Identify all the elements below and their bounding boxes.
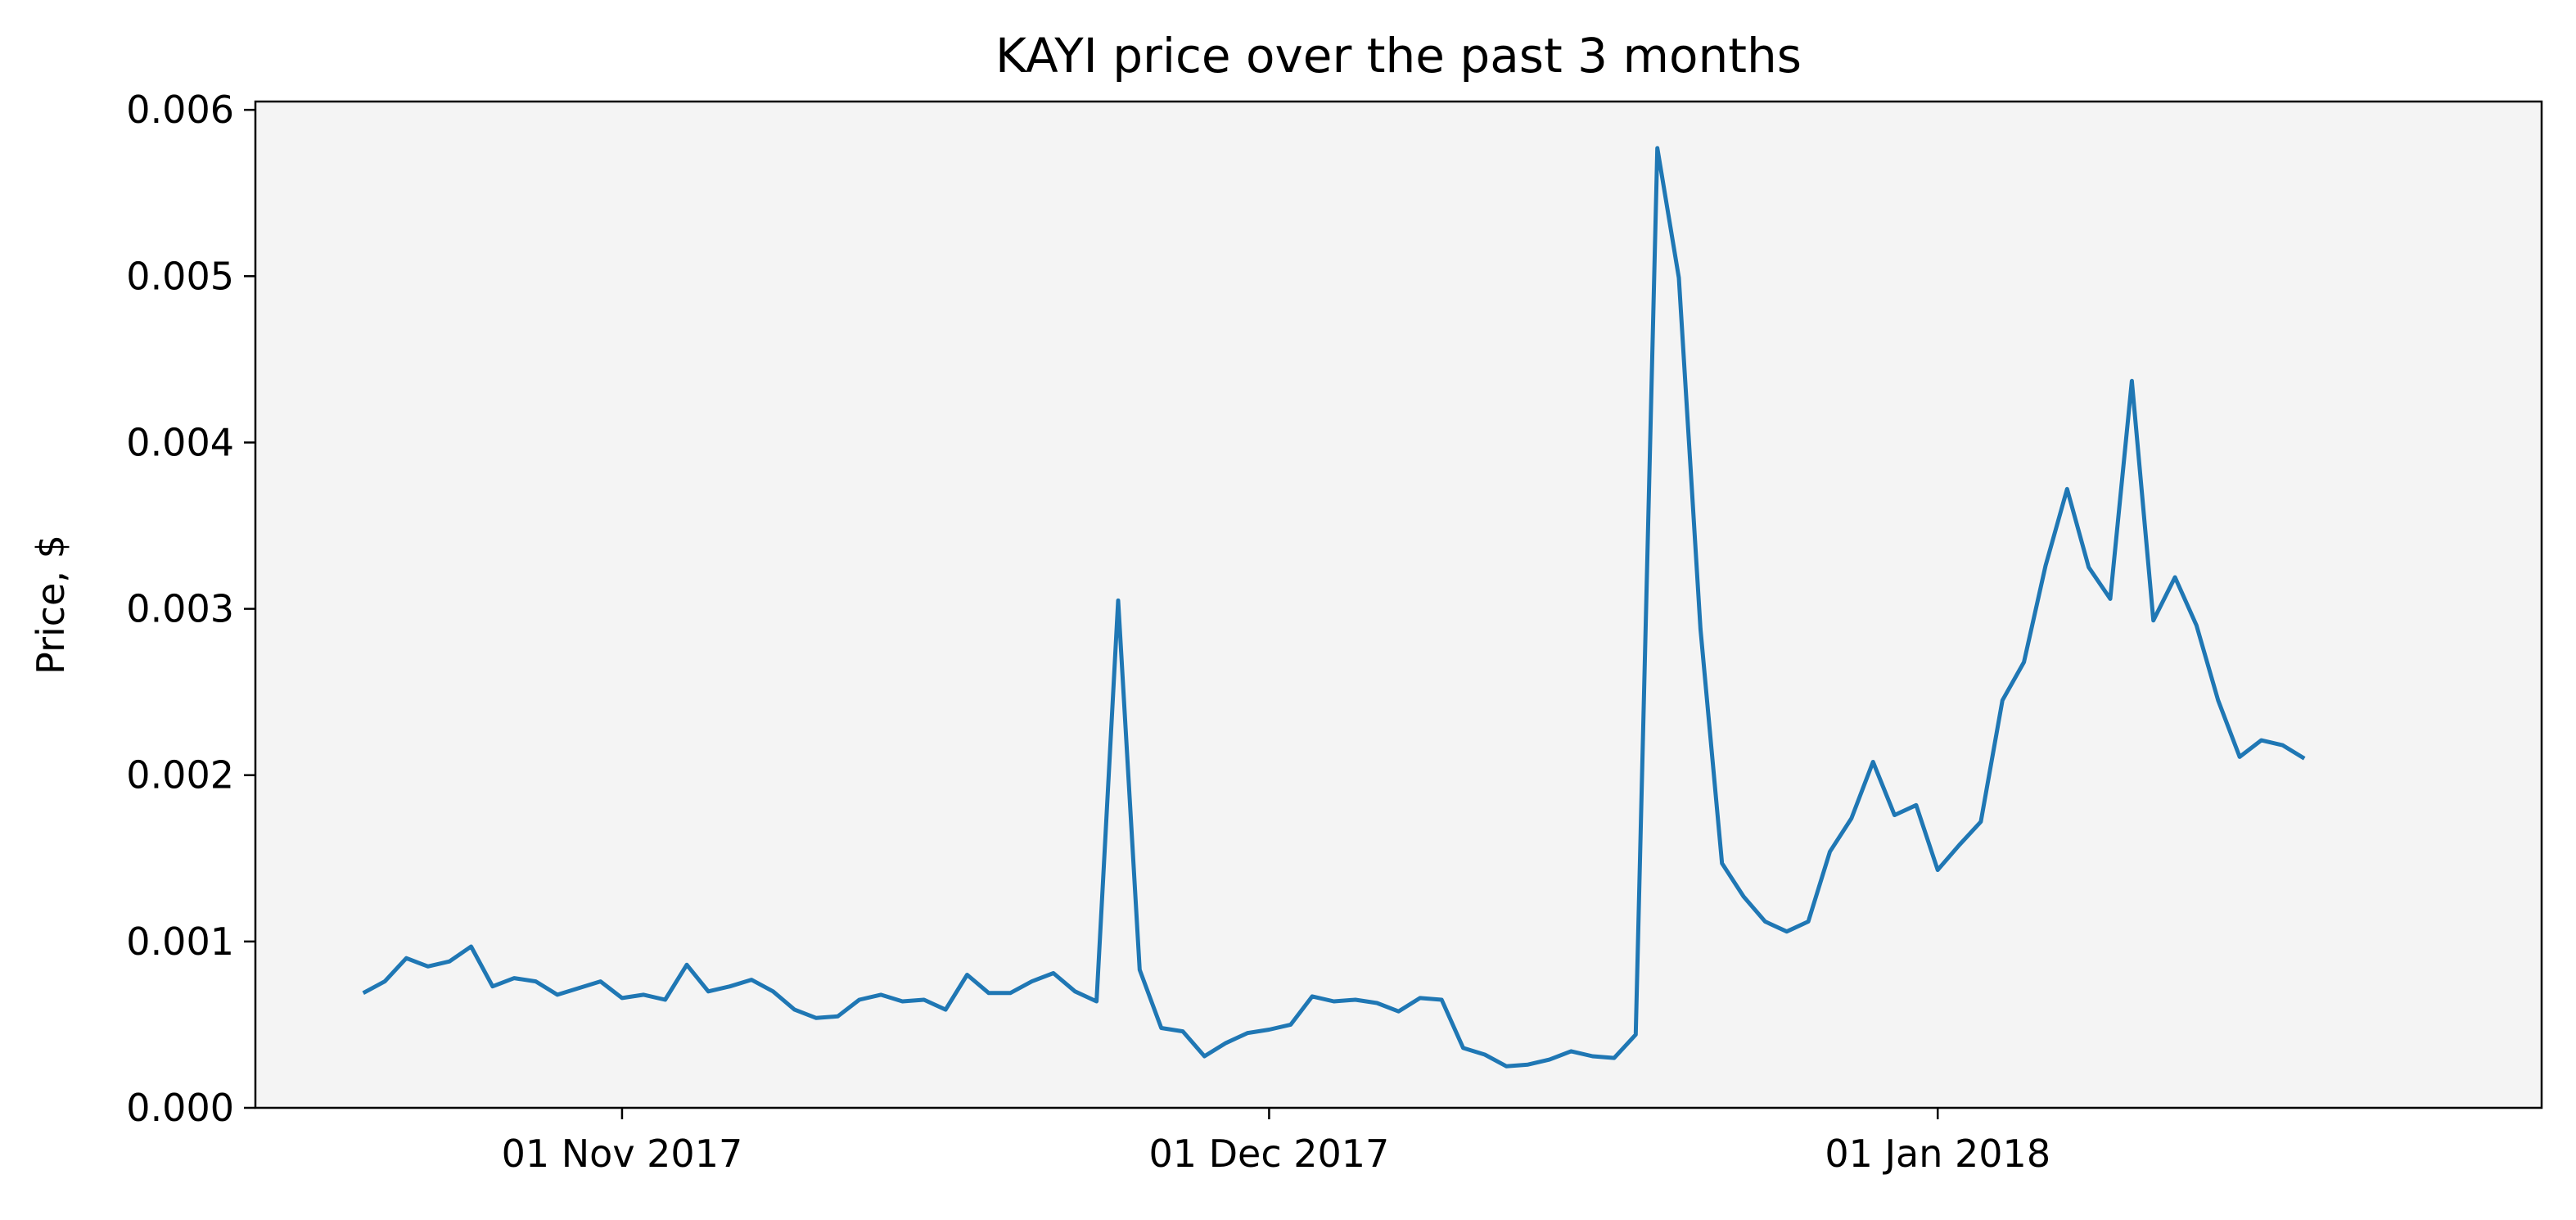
- x-tick-label: 01 Dec 2017: [1148, 1132, 1389, 1176]
- y-tick-label: 0.003: [126, 587, 234, 631]
- y-tick-label: 0.004: [126, 420, 234, 464]
- x-tick-label: 01 Jan 2018: [1825, 1132, 2050, 1176]
- y-tick-label: 0.000: [126, 1086, 234, 1130]
- plot-frame: [254, 100, 2543, 1109]
- x-axis-ticks: 01 Nov 2017 01 Dec 2017 01 Jan 2018: [502, 1108, 2050, 1176]
- plot-area: [255, 102, 2542, 1108]
- y-tick-label: 0.006: [126, 88, 234, 132]
- y-axis-ticks: 0.000 0.001 0.002 0.003 0.004 0.005 0.006: [126, 88, 255, 1130]
- chart-title: KAYI price over the past 3 months: [995, 28, 1802, 84]
- series-line-0: [362, 146, 2306, 1069]
- y-tick-label: 0.005: [126, 254, 234, 298]
- x-tick-label: 01 Nov 2017: [502, 1132, 743, 1176]
- y-axis-label: Price, $: [29, 535, 73, 675]
- y-tick-label: 0.002: [126, 753, 234, 798]
- y-tick-label: 0.001: [126, 920, 234, 964]
- series-layer: [362, 146, 2306, 1069]
